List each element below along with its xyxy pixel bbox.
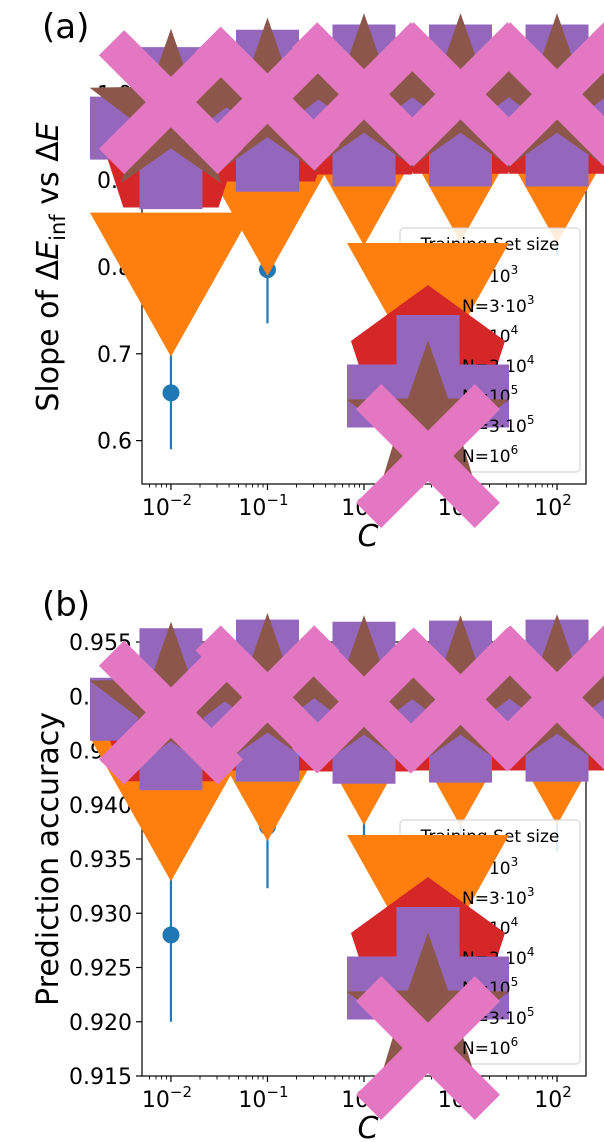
- legend: Training Set sizeN=103N=3·103N=104N=3·10…: [346, 227, 581, 528]
- legend-label: N=3·103: [462, 293, 534, 317]
- legend-label-exponent: 6: [511, 1035, 519, 1049]
- legend-label-exponent: 4: [511, 915, 519, 929]
- x-tick-label: 102: [534, 1083, 572, 1113]
- series-7: [98, 22, 604, 175]
- legend-label-base: N=10: [462, 447, 511, 467]
- x-tick-exponent: −1: [266, 1083, 288, 1101]
- y-axis-label-delta: Δ: [31, 259, 66, 280]
- legend-label-exponent: 5: [511, 383, 519, 397]
- legend-label-exponent: 5: [527, 413, 535, 427]
- x-tick-base: 10: [142, 1088, 170, 1113]
- legend-label-exponent: 3: [527, 293, 535, 307]
- legend-label-exponent: 4: [527, 945, 535, 959]
- legend-label-exponent: 5: [527, 1005, 535, 1019]
- y-axis-label: Prediction accuracy: [31, 712, 66, 1006]
- legend-label-exponent: 3: [511, 263, 519, 277]
- y-tick-label: 0.7: [97, 343, 132, 368]
- chart-panel-2: (b)0.9150.9200.9250.9300.9350.9400.9450.…: [31, 585, 604, 1142]
- legend-label-exponent: 3: [511, 855, 519, 869]
- x-tick-exponent: 2: [562, 1083, 572, 1101]
- y-tick-label: 0.920: [69, 1011, 132, 1036]
- legend-marker: [346, 932, 510, 1088]
- y-axis-label-text: vs Δ: [31, 141, 66, 214]
- legend-label-exponent: 5: [511, 975, 519, 989]
- x-axis-label: C: [358, 519, 379, 554]
- y-axis-label-var: E: [31, 241, 66, 260]
- y-tick-label: 0.940: [69, 794, 132, 819]
- x-tick-base: 10: [534, 1088, 562, 1113]
- legend-marker: [356, 976, 500, 1120]
- x-axis-label: C: [358, 1111, 379, 1142]
- x-tick-exponent: −1: [266, 491, 288, 509]
- legend-label-base: N=3·10: [462, 297, 527, 317]
- data-point: [485, 22, 604, 167]
- x-tick-label: 10−1: [238, 1083, 288, 1113]
- y-axis-label-var: E: [31, 122, 66, 141]
- legend-label-base: N=10: [462, 1039, 511, 1059]
- panel-label: (b): [42, 585, 90, 625]
- y-tick-label: 0.6: [97, 430, 132, 455]
- x-tick-base: 10: [534, 496, 562, 521]
- y-axis-label-subscript: inf: [46, 214, 70, 241]
- data-point: [485, 625, 604, 770]
- x-tick-base: 10: [142, 496, 170, 521]
- legend-label-base: N=3·10: [462, 889, 527, 909]
- x-tick-label: 10−1: [238, 491, 288, 521]
- y-tick-label: 0.915: [69, 1065, 132, 1090]
- y-tick-label: 0.930: [69, 902, 132, 927]
- y-tick-label: 0.935: [69, 848, 132, 873]
- legend-label: N=106: [462, 443, 518, 467]
- y-axis-label: Slope of ΔEinf vs ΔE: [31, 122, 70, 411]
- x-tick-exponent: 2: [562, 491, 572, 509]
- x-tick-base: 10: [238, 496, 266, 521]
- data-point: [89, 212, 252, 357]
- data-point: [162, 926, 180, 944]
- legend-label-exponent: 4: [511, 323, 519, 337]
- data-point: [162, 384, 180, 402]
- legend-label-exponent: 3: [527, 885, 535, 899]
- y-tick-label: 0.925: [69, 957, 132, 982]
- panel-label: (a): [42, 7, 89, 47]
- x-tick-exponent: −2: [170, 491, 192, 509]
- legend-marker: [346, 340, 510, 496]
- x-tick-base: 10: [238, 1088, 266, 1113]
- x-tick-exponent: −2: [170, 1083, 192, 1101]
- legend-label-exponent: 4: [527, 353, 535, 367]
- series-7: [98, 625, 604, 785]
- x-tick-label: 10−2: [142, 1083, 192, 1113]
- legend: Training Set sizeN=103N=3·103N=104N=3·10…: [346, 819, 581, 1120]
- legend-label-exponent: 6: [511, 443, 519, 457]
- chart-panel-1: (a)0.60.70.80.91.010−210−1100101102CSlop…: [31, 7, 604, 554]
- x-tick-label: 10−2: [142, 491, 192, 521]
- legend-label: N=3·103: [462, 885, 534, 909]
- legend-marker: [356, 384, 500, 528]
- x-tick-label: 102: [534, 491, 572, 521]
- legend-label: N=106: [462, 1035, 518, 1059]
- y-axis-label-text: Slope of: [31, 280, 66, 411]
